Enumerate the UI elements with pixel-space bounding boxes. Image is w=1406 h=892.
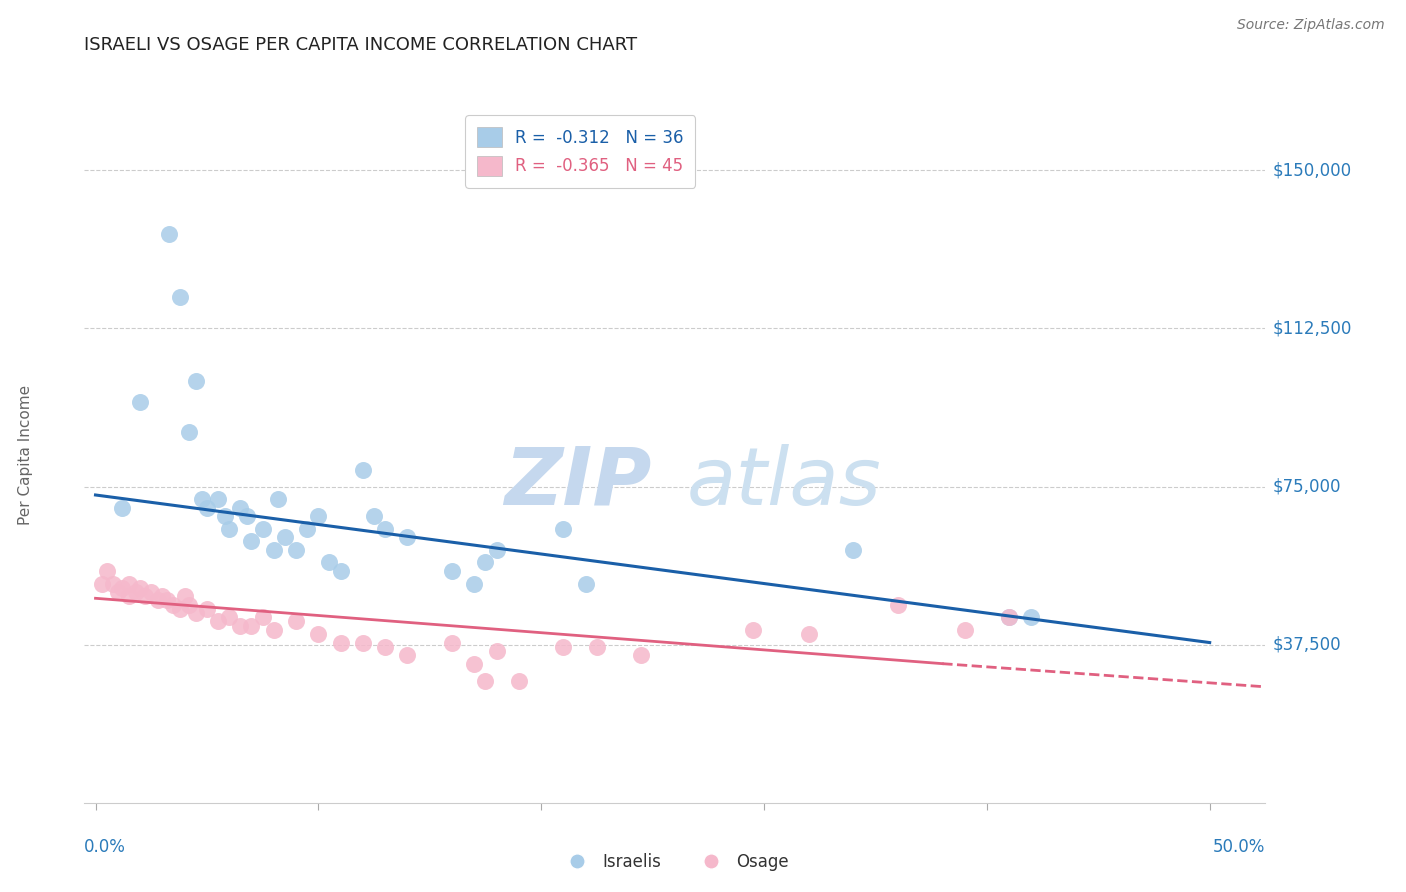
Text: 50.0%: 50.0%	[1213, 838, 1265, 856]
Text: ZIP: ZIP	[503, 443, 651, 522]
Point	[157, 227, 180, 241]
Point	[150, 589, 173, 603]
Point	[295, 522, 318, 536]
Point	[184, 374, 207, 388]
Point	[129, 395, 152, 409]
Point	[474, 556, 496, 570]
Text: ISRAELI VS OSAGE PER CAPITA INCOME CORRELATION CHART: ISRAELI VS OSAGE PER CAPITA INCOME CORRE…	[84, 36, 637, 54]
Point	[240, 618, 263, 632]
Point	[263, 623, 285, 637]
Legend: Israelis, Osage: Israelis, Osage	[554, 847, 796, 878]
Point	[236, 509, 259, 524]
Point	[156, 593, 179, 607]
Point	[396, 648, 419, 663]
Point	[173, 589, 195, 603]
Point	[586, 640, 609, 654]
Point	[169, 602, 191, 616]
Point	[162, 598, 184, 612]
Text: atlas: atlas	[686, 443, 882, 522]
Point	[252, 610, 274, 624]
Point	[146, 593, 169, 607]
Point	[998, 610, 1021, 624]
Point	[267, 492, 290, 507]
Point	[630, 648, 652, 663]
Point	[363, 509, 385, 524]
Point	[318, 556, 340, 570]
Point	[474, 673, 496, 688]
Point	[91, 576, 114, 591]
Point	[214, 509, 236, 524]
Point	[842, 542, 865, 557]
Point	[1021, 610, 1043, 624]
Point	[307, 509, 329, 524]
Point	[441, 564, 464, 578]
Point	[177, 425, 200, 439]
Text: $75,000: $75,000	[1272, 477, 1341, 496]
Point	[118, 576, 141, 591]
Point	[184, 606, 207, 620]
Point	[741, 623, 763, 637]
Point	[96, 564, 118, 578]
Point	[553, 522, 575, 536]
Point	[124, 585, 146, 599]
Point	[329, 635, 352, 649]
Text: Per Capita Income: Per Capita Income	[18, 384, 32, 525]
Point	[218, 610, 240, 624]
Point	[441, 635, 464, 649]
Text: $112,500: $112,500	[1272, 319, 1351, 337]
Point	[797, 627, 820, 641]
Point	[207, 615, 229, 629]
Point	[329, 564, 352, 578]
Text: Source: ZipAtlas.com: Source: ZipAtlas.com	[1237, 18, 1385, 32]
Point	[207, 492, 229, 507]
Point	[111, 500, 134, 515]
Text: 0.0%: 0.0%	[84, 838, 127, 856]
Point	[307, 627, 329, 641]
Point	[141, 585, 163, 599]
Point	[195, 602, 218, 616]
Point	[374, 522, 396, 536]
Point	[229, 618, 252, 632]
Point	[274, 530, 297, 544]
Point	[553, 640, 575, 654]
Point	[285, 615, 308, 629]
Point	[374, 640, 396, 654]
Point	[485, 542, 508, 557]
Point	[463, 657, 485, 671]
Point	[134, 589, 156, 603]
Point	[195, 500, 218, 515]
Text: $37,500: $37,500	[1272, 636, 1341, 654]
Point	[191, 492, 214, 507]
Point	[229, 500, 252, 515]
Point	[169, 290, 191, 304]
Point	[263, 542, 285, 557]
Point	[953, 623, 976, 637]
Point	[485, 644, 508, 658]
Point	[129, 581, 152, 595]
Point	[575, 576, 598, 591]
Point	[508, 673, 530, 688]
Point	[118, 589, 141, 603]
Point	[252, 522, 274, 536]
Point	[107, 585, 129, 599]
Point	[240, 534, 263, 549]
Point	[285, 542, 308, 557]
Point	[886, 598, 908, 612]
Point	[103, 576, 125, 591]
Text: $150,000: $150,000	[1272, 161, 1351, 179]
Point	[111, 581, 134, 595]
Point	[352, 635, 374, 649]
Point	[998, 610, 1021, 624]
Point	[177, 598, 200, 612]
Point	[463, 576, 485, 591]
Point	[218, 522, 240, 536]
Point	[396, 530, 419, 544]
Point	[352, 463, 374, 477]
